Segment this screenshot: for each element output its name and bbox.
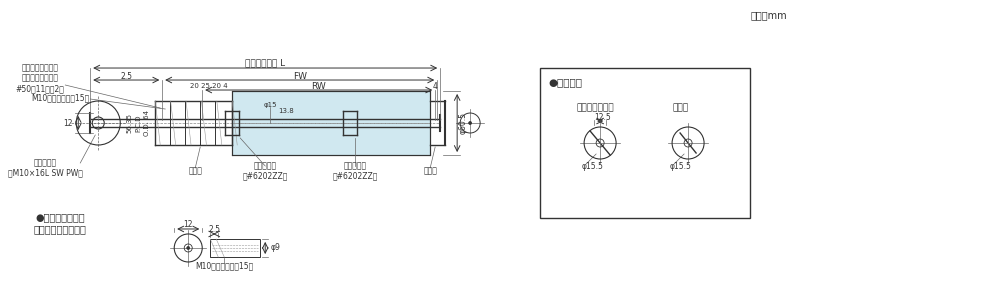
Bar xyxy=(210,239,260,257)
Text: 2.5: 2.5 xyxy=(120,71,132,80)
Text: O.D. 64: O.D. 64 xyxy=(144,110,150,136)
Text: 13.8: 13.8 xyxy=(278,108,294,114)
Text: ベアリング
（#6202ZZ）: ベアリング （#6202ZZ） xyxy=(332,161,378,181)
Text: ●抜穴寸法: ●抜穴寸法 xyxy=(548,77,582,87)
Circle shape xyxy=(187,246,190,249)
Text: M10タップ（深さ15）: M10タップ（深さ15） xyxy=(31,94,89,103)
Text: 鉄製スプロケット
（ベアリング付）
#50－11Ｔ－2列: 鉄製スプロケット （ベアリング付） #50－11Ｔ－2列 xyxy=(16,63,65,93)
Text: 12.5: 12.5 xyxy=(594,112,610,122)
Text: φ9: φ9 xyxy=(270,243,280,253)
Text: 56.35: 56.35 xyxy=(126,113,132,133)
Text: φ15.5: φ15.5 xyxy=(582,163,604,172)
Text: ベアリング
（#6202ZZ）: ベアリング （#6202ZZ） xyxy=(243,161,288,181)
Text: FW: FW xyxy=(293,71,307,80)
Bar xyxy=(232,91,430,155)
Text: φ15: φ15 xyxy=(263,102,277,108)
Text: スプロケット側: スプロケット側 xyxy=(576,103,614,112)
Text: P.C.D: P.C.D xyxy=(135,114,141,132)
Circle shape xyxy=(469,122,472,124)
Text: ●シャフト先端部
（スプロケット側）: ●シャフト先端部 （スプロケット側） xyxy=(34,212,87,234)
Text: 2.5: 2.5 xyxy=(208,225,220,234)
Text: 12: 12 xyxy=(183,221,193,229)
Text: φ15.5: φ15.5 xyxy=(670,163,692,172)
Text: 4: 4 xyxy=(433,82,438,91)
Text: 反対側: 反対側 xyxy=(672,103,688,112)
Text: カラー: カラー xyxy=(188,167,202,176)
Bar xyxy=(540,68,750,218)
Text: 六角ボルト
（M10×16L SW PW）: 六角ボルト （M10×16L SW PW） xyxy=(8,158,83,178)
Text: シャフト長さ L: シャフト長さ L xyxy=(245,59,285,67)
Text: φ60.5: φ60.5 xyxy=(458,112,467,134)
Text: 単位：mm: 単位：mm xyxy=(750,10,787,20)
Text: M10タップ（深さ15）: M10タップ（深さ15） xyxy=(195,261,253,270)
Text: カラー: カラー xyxy=(423,167,437,176)
Text: RW: RW xyxy=(311,82,326,91)
Text: 20 25 20 4: 20 25 20 4 xyxy=(190,83,228,89)
Text: 12: 12 xyxy=(63,119,72,128)
